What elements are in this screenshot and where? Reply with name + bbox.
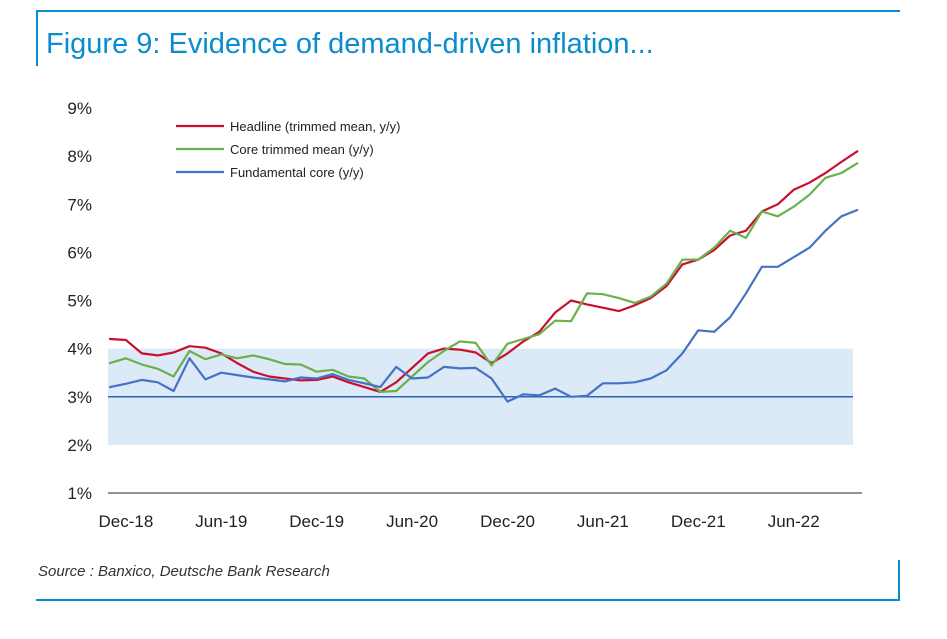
y-tick-label: 1% <box>67 484 92 503</box>
y-tick-label: 5% <box>67 292 92 311</box>
legend-label: Core trimmed mean (y/y) <box>230 142 374 157</box>
x-tick-label: Dec-21 <box>671 512 726 531</box>
y-tick-label: 6% <box>67 243 92 262</box>
x-tick-label: Dec-18 <box>98 512 153 531</box>
line-chart: 1% 2% 3% 4% 5% 6% 7% 8% 9% Dec-18 Jun-19 Dec-19 Jun-… <box>67 99 862 531</box>
frame-left-rule <box>36 10 38 66</box>
legend-label: Headline (trimmed mean, y/y) <box>230 119 401 134</box>
y-tick-label: 2% <box>67 436 92 455</box>
series-line-core-trimmed-mean <box>108 162 859 393</box>
y-tick-label: 4% <box>67 340 92 359</box>
frame-bottom-rule <box>36 599 900 601</box>
y-tick-label: 7% <box>67 195 92 214</box>
series-line-headline <box>108 150 859 393</box>
series-line-fundamental-core <box>108 208 859 403</box>
x-tick-label: Jun-19 <box>195 512 247 531</box>
x-tick-label: Dec-19 <box>289 512 344 531</box>
legend-label: Fundamental core (y/y) <box>230 165 364 180</box>
y-tick-label: 3% <box>67 388 92 407</box>
source-note: Source : Banxico, Deutsche Bank Research <box>38 563 330 580</box>
x-tick-label: Dec-20 <box>480 512 535 531</box>
y-tick-label: 8% <box>67 147 92 166</box>
figure-title: Figure 9: Evidence of demand-driven infl… <box>46 28 654 60</box>
y-tick-label: 9% <box>67 99 92 118</box>
x-tick-label: Jun-21 <box>577 512 629 531</box>
frame-top-rule <box>36 10 900 12</box>
x-tick-label: Jun-22 <box>768 512 820 531</box>
x-tick-label: Jun-20 <box>386 512 438 531</box>
frame-right-rule <box>898 560 900 600</box>
